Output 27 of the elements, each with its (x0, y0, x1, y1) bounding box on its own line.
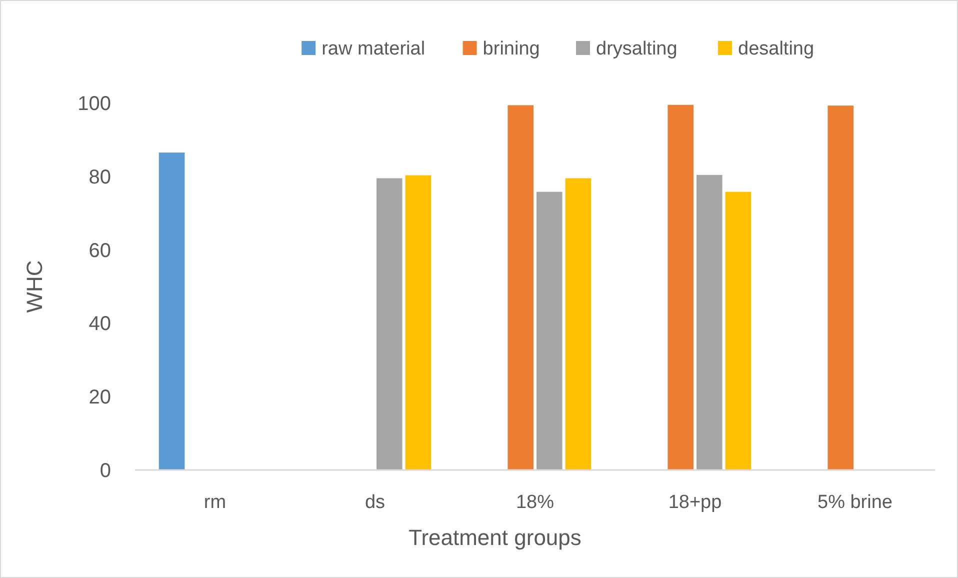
y-tick-label: 20 (88, 386, 111, 409)
bar (565, 178, 592, 470)
x-tick-label: 18+pp (668, 492, 722, 513)
y-tick-label: 60 (88, 240, 111, 262)
x-tick-label: 18% (516, 492, 554, 513)
bar (376, 178, 402, 470)
x-axis-title: Treatment groups (408, 525, 582, 550)
bar (828, 106, 854, 470)
y-axis-title: WHC (22, 260, 47, 313)
bar (508, 105, 534, 470)
y-tick-label: 0 (100, 460, 111, 482)
x-tick-label: rm (204, 492, 226, 513)
x-tick-label: ds (364, 492, 386, 513)
legend-label: desalting (738, 38, 814, 60)
bar (725, 192, 752, 470)
legend-label: brining (482, 38, 540, 60)
bar (668, 104, 694, 470)
legend-label: drysalting (596, 38, 678, 60)
bar (536, 192, 562, 470)
y-tick-label: 80 (88, 166, 111, 188)
bar (405, 175, 432, 470)
bar (696, 174, 722, 470)
bar (158, 152, 185, 470)
legend-label: raw material (322, 38, 426, 60)
y-tick-label: 40 (88, 313, 111, 336)
y-tick-label: 100 (78, 93, 111, 115)
x-tick-label: 5% brine (818, 492, 892, 513)
